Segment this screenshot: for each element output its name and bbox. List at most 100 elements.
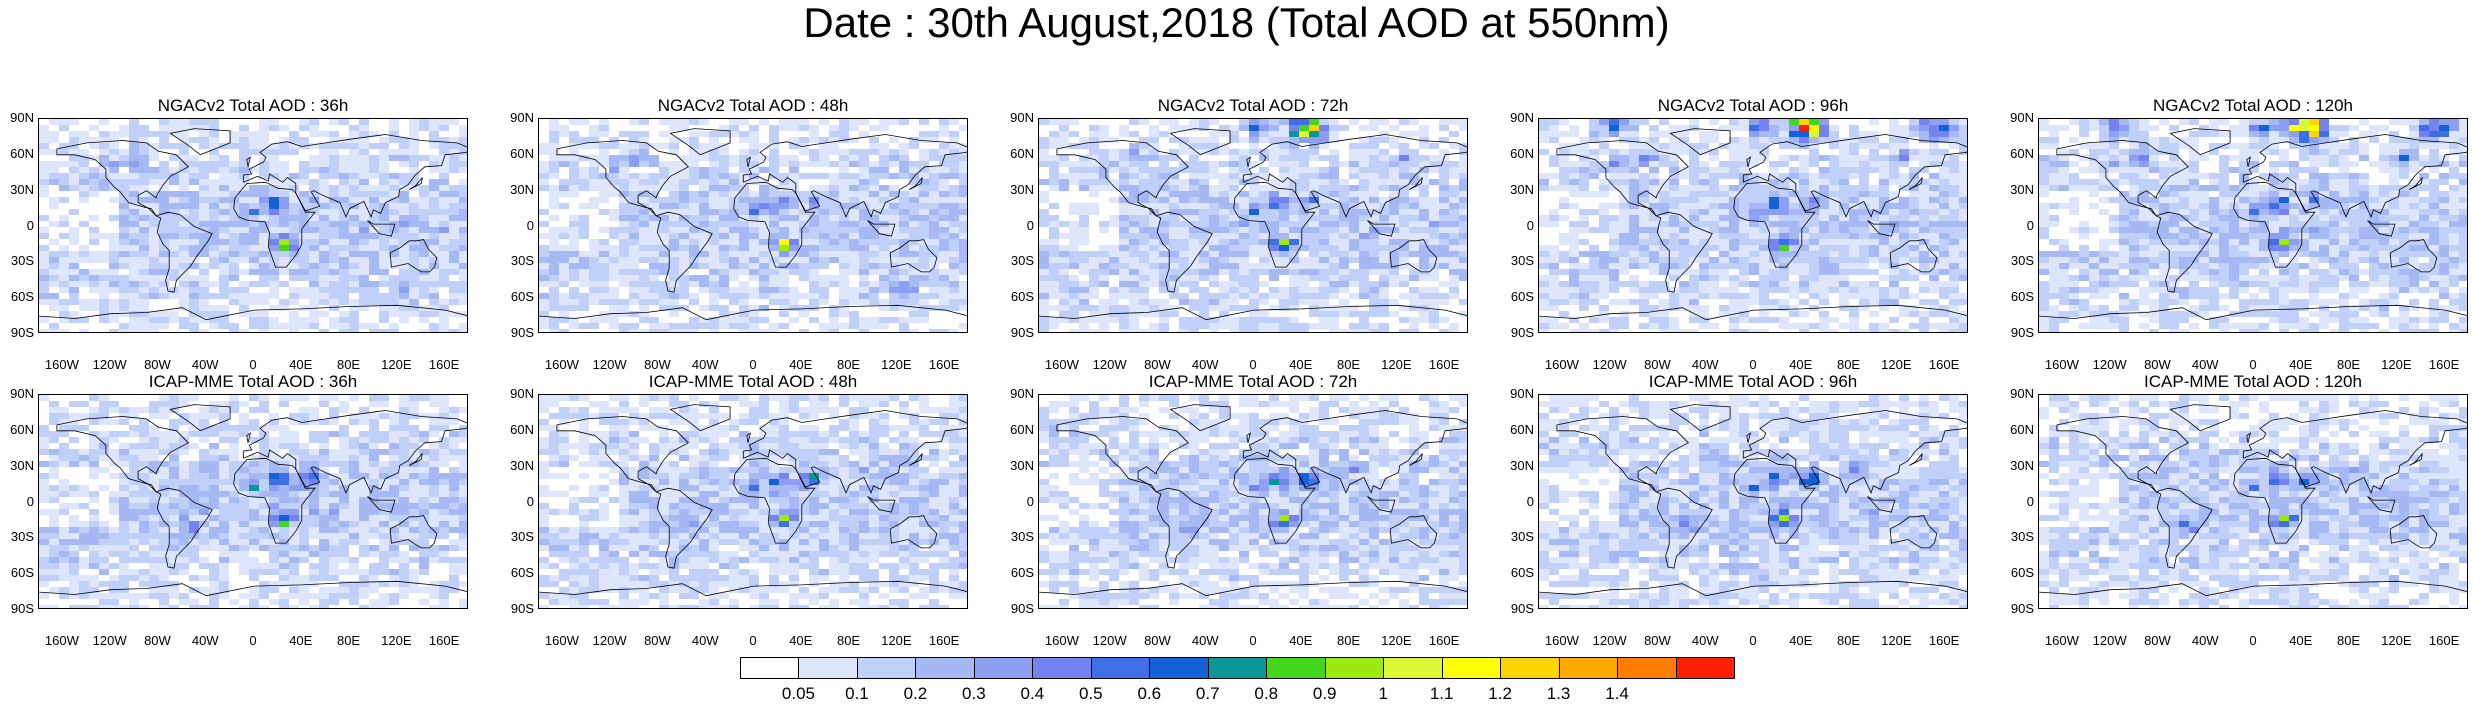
colorbar-swatch <box>915 657 974 679</box>
colorbar-label: 1 <box>1353 684 1413 704</box>
longitude-tick-label: 160E <box>914 358 974 372</box>
latitude-tick-label: 90S <box>1002 326 1034 340</box>
latitude-tick-label: 90N <box>2 387 34 401</box>
longitude-tick-label: 160E <box>414 634 474 648</box>
aod-field-map <box>39 119 468 333</box>
latitude-tick-label: 90S <box>502 326 534 340</box>
colorbar-swatch <box>1500 657 1559 679</box>
longitude-tick-label: 160E <box>414 358 474 372</box>
colorbar-label: 0.9 <box>1295 684 1355 704</box>
latitude-tick-label: 30N <box>1502 183 1534 197</box>
colorbar-swatch <box>740 657 799 679</box>
colorbar-label: 0.6 <box>1119 684 1179 704</box>
latitude-tick-label: 60S <box>2002 566 2034 580</box>
latitude-tick-label: 30S <box>2 530 34 544</box>
aod-field-map <box>539 119 968 333</box>
latitude-tick-label: 90N <box>2002 387 2034 401</box>
colorbar-label: 0.5 <box>1061 684 1121 704</box>
latitude-tick-label: 60N <box>502 423 534 437</box>
latitude-tick-label: 30S <box>1502 530 1534 544</box>
latitude-tick-label: 0 <box>502 219 534 233</box>
latitude-tick-label: 60S <box>2 290 34 304</box>
colorbar-label: 0.7 <box>1178 684 1238 704</box>
latitude-tick-label: 30N <box>1002 183 1034 197</box>
panel-title: ICAP-MME Total AOD : 36h <box>38 372 468 392</box>
map-frame <box>1038 118 1468 333</box>
longitude-tick-label: 160E <box>2414 358 2473 372</box>
aod-field-map <box>1039 119 1468 333</box>
latitude-tick-label: 30N <box>2 183 34 197</box>
latitude-tick-label: 90N <box>2 111 34 125</box>
latitude-tick-label: 60N <box>2 423 34 437</box>
latitude-tick-label: 0 <box>2 219 34 233</box>
latitude-tick-label: 60N <box>1002 423 1034 437</box>
latitude-tick-label: 30N <box>502 183 534 197</box>
latitude-tick-label: 60S <box>502 566 534 580</box>
panel-title: NGACv2 Total AOD : 72h <box>1038 96 1468 116</box>
colorbar-swatch <box>1676 657 1735 679</box>
colorbar-swatch <box>1091 657 1150 679</box>
colorbar-swatch <box>1208 657 1267 679</box>
map-frame <box>1538 394 1968 609</box>
colorbar-swatch <box>1149 657 1208 679</box>
colorbar-swatch <box>1617 657 1676 679</box>
aod-field-map <box>2039 395 2468 609</box>
latitude-tick-label: 0 <box>2 495 34 509</box>
aod-field-map <box>39 395 468 609</box>
latitude-tick-label: 30N <box>2 459 34 473</box>
colorbar-label: 1.4 <box>1587 684 1647 704</box>
aod-field-map <box>1539 395 1968 609</box>
latitude-tick-label: 90S <box>2002 326 2034 340</box>
longitude-tick-label: 160E <box>1414 358 1474 372</box>
map-frame <box>538 394 968 609</box>
colorbar-label: 1.3 <box>1529 684 1589 704</box>
map-frame <box>2038 394 2468 609</box>
colorbar-swatch <box>857 657 916 679</box>
aod-field-map <box>1539 119 1968 333</box>
panel-title: NGACv2 Total AOD : 96h <box>1538 96 1968 116</box>
colorbar-label: 0.05 <box>768 684 828 704</box>
panel-title: NGACv2 Total AOD : 120h <box>2038 96 2468 116</box>
latitude-tick-label: 90S <box>502 602 534 616</box>
latitude-tick-label: 60N <box>2002 147 2034 161</box>
latitude-tick-label: 90S <box>1002 602 1034 616</box>
latitude-tick-label: 90S <box>1502 602 1534 616</box>
latitude-tick-label: 90S <box>2002 602 2034 616</box>
latitude-tick-label: 30S <box>2002 254 2034 268</box>
panel-title: NGACv2 Total AOD : 36h <box>38 96 468 116</box>
colorbar-swatch <box>1032 657 1091 679</box>
latitude-tick-label: 0 <box>2002 495 2034 509</box>
colorbar-label: 0.3 <box>944 684 1004 704</box>
latitude-tick-label: 30N <box>502 459 534 473</box>
coastline <box>1909 454 1922 466</box>
latitude-tick-label: 30N <box>1002 459 1034 473</box>
figure-title: Date : 30th August,2018 (Total AOD at 55… <box>0 0 2473 46</box>
latitude-tick-label: 30S <box>502 254 534 268</box>
latitude-tick-label: 0 <box>1502 495 1534 509</box>
map-frame <box>1038 394 1468 609</box>
latitude-tick-label: 90N <box>2002 111 2034 125</box>
latitude-tick-label: 90N <box>1002 111 1034 125</box>
aod-field-map <box>1039 395 1468 609</box>
panel-title: ICAP-MME Total AOD : 48h <box>538 372 968 392</box>
longitude-tick-label: 160E <box>1414 634 1474 648</box>
colorbar-label: 0.1 <box>827 684 887 704</box>
panel-title: NGACv2 Total AOD : 48h <box>538 96 968 116</box>
latitude-tick-label: 30S <box>502 530 534 544</box>
panel-title: ICAP-MME Total AOD : 120h <box>2038 372 2468 392</box>
colorbar-swatch <box>1559 657 1618 679</box>
latitude-tick-label: 30S <box>1502 254 1534 268</box>
latitude-tick-label: 30S <box>1002 254 1034 268</box>
latitude-tick-label: 90N <box>1502 387 1534 401</box>
latitude-tick-label: 60N <box>1502 423 1534 437</box>
panel-title: ICAP-MME Total AOD : 96h <box>1538 372 1968 392</box>
